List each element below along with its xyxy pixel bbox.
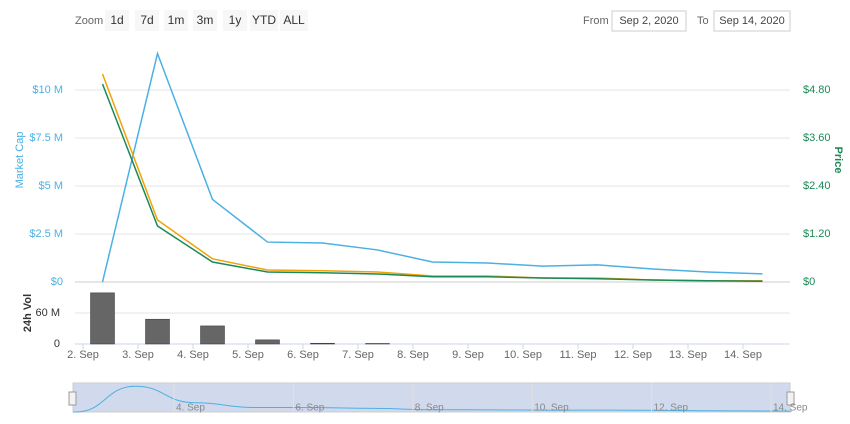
volume-bar (310, 342, 335, 345)
zoom-label: Zoom (75, 15, 103, 27)
to-value[interactable]: Sep 14, 2020 (719, 15, 784, 27)
volume-tick-label: 60 M (36, 307, 60, 319)
zoom-button[interactable] (250, 10, 278, 31)
volume-bar (200, 325, 225, 345)
x-tick-label: 7. Sep (342, 349, 374, 361)
volume-bar (255, 339, 280, 345)
from-label: From (583, 15, 609, 27)
y2-axis-title: Price (832, 147, 844, 174)
navigator-tick-label: 14. Sep (773, 403, 808, 414)
x-tick-label: 10. Sep (504, 349, 542, 361)
navigator-line (73, 385, 792, 413)
y2-tick-label: $2.40 (803, 180, 831, 192)
zoom-button[interactable] (135, 10, 159, 31)
from-value[interactable]: Sep 2, 2020 (619, 15, 678, 27)
zoom-button-label[interactable]: ALL (283, 13, 305, 27)
volume-bar (90, 292, 115, 345)
x-tick-label: 9. Sep (452, 349, 484, 361)
series-line (101, 50, 763, 283)
x-tick-label: 3. Sep (122, 349, 154, 361)
zoom-button[interactable] (164, 10, 188, 31)
zoom-button-label[interactable]: 1d (110, 13, 123, 27)
navigator-tick-label: 4. Sep (176, 403, 205, 414)
y-tick-label: $10 M (32, 84, 63, 96)
x-tick-label: 6. Sep (287, 349, 319, 361)
x-tick-label: 8. Sep (397, 349, 429, 361)
zoom-button[interactable] (193, 10, 217, 31)
navigator-handle[interactable] (786, 391, 795, 406)
y2-tick-label: $0 (803, 276, 815, 288)
volume-bar (365, 343, 390, 345)
y2-tick-label: $1.20 (803, 228, 831, 240)
zoom-button[interactable] (280, 10, 308, 31)
navigator-tick-label: 12. Sep (654, 403, 689, 414)
zoom-button[interactable] (223, 10, 247, 31)
x-tick-label: 13. Sep (669, 349, 707, 361)
volume-bar (145, 318, 170, 345)
to-label: To (697, 15, 709, 27)
zoom-button-label[interactable]: 1y (229, 13, 242, 27)
zoom-button[interactable] (105, 10, 129, 31)
from-input[interactable] (611, 10, 687, 32)
volume-tick-label: 0 (54, 338, 60, 350)
y2-tick-label: $3.60 (803, 132, 831, 144)
x-tick-label: 12. Sep (614, 349, 652, 361)
x-tick-label: 14. Sep (724, 349, 762, 361)
y-tick-label: $5 M (39, 180, 63, 192)
zoom-button-label[interactable]: 3m (197, 13, 214, 27)
series-line (101, 73, 763, 282)
x-tick-label: 5. Sep (232, 349, 264, 361)
to-input[interactable] (713, 10, 791, 32)
navigator-tick-label: 10. Sep (534, 403, 569, 414)
x-tick-label: 2. Sep (67, 349, 99, 361)
volume-axis-title: 24h Vol (22, 294, 34, 332)
zoom-button-label[interactable]: 7d (140, 13, 153, 27)
y2-tick-label: $4.80 (803, 84, 831, 96)
y-tick-label: $0 (51, 276, 63, 288)
x-tick-label: 4. Sep (177, 349, 209, 361)
navigator-window[interactable] (72, 382, 791, 413)
y-tick-label: $2.5 M (29, 228, 63, 240)
navigator-handle[interactable] (68, 391, 77, 406)
y-axis-title: Market Cap (14, 132, 26, 189)
navigator-tick-label: 6. Sep (295, 403, 324, 414)
series-line (101, 83, 763, 282)
y-tick-label: $7.5 M (29, 132, 63, 144)
zoom-button-label[interactable]: 1m (168, 13, 185, 27)
x-tick-label: 11. Sep (559, 349, 596, 361)
navigator-tick-label: 8. Sep (415, 403, 444, 414)
zoom-button-label[interactable]: YTD (252, 13, 276, 27)
